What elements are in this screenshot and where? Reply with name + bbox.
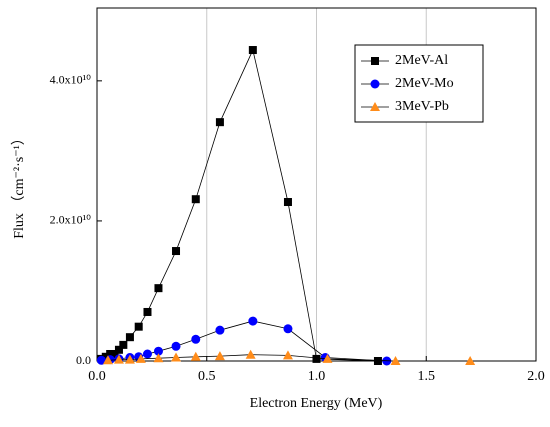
marker [124, 354, 135, 364]
marker [154, 284, 163, 293]
marker [106, 349, 115, 358]
marker [119, 340, 128, 349]
series-line [101, 48, 378, 362]
marker [134, 322, 143, 331]
marker [190, 351, 201, 361]
x-tick-label: 1.0 [308, 369, 326, 384]
x-tick-label: 0.0 [88, 369, 106, 384]
marker [390, 356, 401, 365]
marker [248, 46, 257, 55]
marker [214, 351, 225, 361]
x-tick-label: 2.0 [527, 369, 545, 384]
marker [215, 118, 224, 127]
marker [135, 353, 146, 363]
marker [113, 354, 124, 364]
marker [312, 354, 321, 363]
marker [171, 352, 182, 362]
marker [172, 247, 181, 256]
marker [110, 349, 119, 358]
marker [370, 79, 380, 89]
marker [102, 355, 113, 365]
marker [96, 355, 106, 365]
marker [322, 353, 333, 363]
x-tick-label: 0.5 [198, 369, 216, 384]
marker [283, 324, 293, 334]
marker [114, 345, 123, 354]
marker [143, 307, 152, 316]
marker [142, 349, 152, 359]
y-tick-label: 4.0x10¹⁰ [50, 73, 92, 87]
marker [171, 341, 181, 351]
x-tick-label: 1.5 [418, 369, 436, 384]
marker [370, 102, 380, 111]
y-axis-label: Flux （cm⁻²·s⁻¹） [11, 131, 27, 239]
marker [153, 346, 163, 356]
y-tick-label: 2.0x10¹⁰ [50, 213, 92, 227]
legend-label: 3MeV-Pb [395, 99, 449, 114]
marker [371, 57, 379, 65]
legend-label: 2MeV-Al [395, 53, 448, 68]
y-tick-label: 0.0 [76, 353, 91, 367]
marker [101, 352, 110, 361]
marker [245, 349, 256, 359]
x-axis-label: Electron Energy (MeV) [250, 396, 383, 411]
marker [125, 333, 134, 342]
marker [282, 350, 293, 360]
marker [153, 353, 164, 363]
legend-label: 2MeV-Mo [395, 76, 454, 91]
marker [191, 195, 200, 204]
marker [248, 316, 258, 326]
marker [465, 356, 476, 365]
marker [215, 325, 225, 335]
marker [283, 198, 292, 207]
marker [191, 334, 201, 344]
marker [373, 357, 382, 365]
